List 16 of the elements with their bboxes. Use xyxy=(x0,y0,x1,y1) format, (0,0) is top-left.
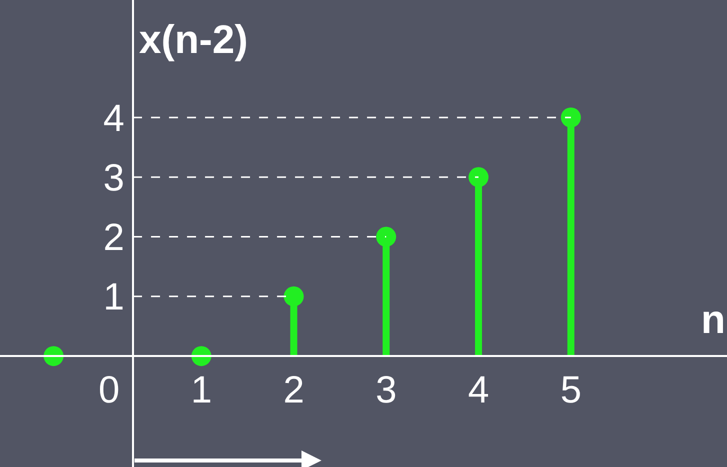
point xyxy=(376,226,396,247)
x-tick-label: 2 xyxy=(283,370,304,412)
y-axis-title: x(n-2) xyxy=(139,18,248,62)
x-tick-label: 0 xyxy=(98,370,120,412)
y-tick-label: 1 xyxy=(103,276,124,319)
x-tick-label: 5 xyxy=(560,370,582,412)
y-tick-label: 3 xyxy=(103,157,124,200)
point xyxy=(284,286,304,306)
point xyxy=(560,108,581,128)
x-tick-label: 1 xyxy=(190,370,212,412)
y-tick-label: 4 xyxy=(103,98,124,140)
x-tick-label: 3 xyxy=(376,370,397,412)
point xyxy=(468,167,489,188)
x-axis-title: n xyxy=(701,298,726,342)
x-tick-label: 4 xyxy=(468,370,490,412)
y-tick-label: 2 xyxy=(103,217,124,260)
